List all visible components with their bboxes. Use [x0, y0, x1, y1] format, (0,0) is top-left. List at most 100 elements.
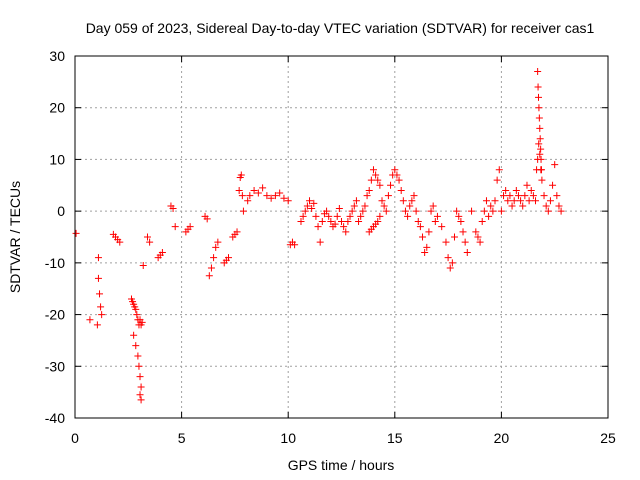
y-tick-label: -10	[45, 255, 65, 271]
data-point	[238, 192, 246, 200]
data-point	[387, 181, 395, 189]
data-point	[139, 261, 147, 269]
data-point	[306, 197, 314, 205]
data-point	[137, 383, 145, 391]
data-point	[376, 212, 384, 220]
y-tick-label: -20	[45, 307, 65, 323]
data-point	[284, 197, 292, 205]
data-point	[335, 205, 343, 213]
data-point	[453, 207, 461, 215]
data-point	[384, 192, 392, 200]
data-point	[382, 207, 390, 215]
data-point	[325, 212, 333, 220]
data-point	[205, 272, 213, 280]
data-point	[359, 207, 367, 215]
x-tick-label: 0	[71, 430, 79, 446]
data-point	[450, 233, 458, 241]
data-point	[237, 171, 245, 179]
data-point	[472, 228, 480, 236]
data-point	[299, 212, 307, 220]
data-point	[116, 238, 124, 246]
data-point	[146, 238, 154, 246]
data-point	[536, 150, 544, 158]
data-point	[72, 229, 80, 237]
data-point	[297, 217, 305, 225]
data-point	[519, 202, 527, 210]
data-point	[463, 249, 471, 257]
data-point	[301, 207, 309, 215]
data-point	[532, 197, 540, 205]
data-point	[355, 217, 363, 225]
data-point	[514, 192, 522, 200]
data-point	[459, 228, 467, 236]
data-point	[250, 186, 258, 194]
data-point	[535, 140, 543, 148]
data-point	[323, 207, 331, 215]
data-point	[523, 181, 531, 189]
data-point	[346, 212, 354, 220]
data-point	[314, 223, 322, 231]
data-point	[527, 186, 535, 194]
data-point	[476, 238, 484, 246]
data-point	[86, 316, 94, 324]
data-point	[254, 189, 262, 197]
data-point	[438, 223, 446, 231]
data-point	[348, 207, 356, 215]
data-point	[546, 197, 554, 205]
data-point	[367, 176, 375, 184]
data-point	[342, 228, 350, 236]
data-point	[521, 192, 529, 200]
data-point	[350, 202, 358, 210]
data-point	[551, 161, 559, 169]
data-point	[136, 373, 144, 381]
data-point	[419, 233, 427, 241]
data-point	[132, 342, 140, 350]
data-point	[425, 228, 433, 236]
data-point	[506, 192, 514, 200]
data-point	[446, 264, 454, 272]
data-point	[489, 207, 497, 215]
data-point	[504, 197, 512, 205]
data-point	[468, 207, 476, 215]
data-point	[263, 192, 271, 200]
y-tick-label: 20	[49, 100, 65, 116]
data-point	[138, 318, 146, 326]
data-point	[393, 171, 401, 179]
x-tick-label: 10	[280, 430, 296, 446]
data-point	[380, 202, 388, 210]
x-tick-label: 5	[178, 430, 186, 446]
data-point	[291, 241, 299, 249]
x-tick-labels: 0 5 10 15 20 25	[71, 430, 616, 446]
data-point	[357, 212, 365, 220]
x-tick-label: 20	[494, 430, 510, 446]
data-point	[225, 254, 233, 262]
plot-frame	[74, 55, 609, 419]
data-point	[502, 186, 510, 194]
data-point	[374, 176, 382, 184]
data-point	[474, 233, 482, 241]
data-point	[158, 249, 166, 257]
data-point	[374, 217, 382, 225]
data-point	[512, 186, 520, 194]
data-point	[535, 114, 543, 122]
data-point	[534, 68, 542, 76]
data-point	[487, 202, 495, 210]
data-point	[412, 207, 420, 215]
data-point	[529, 192, 537, 200]
data-point	[455, 212, 463, 220]
data-point	[203, 215, 211, 223]
data-point	[235, 186, 243, 194]
y-tick-labels: -40 -30 -20 -10 0 10 20 30	[45, 48, 65, 426]
data-point	[444, 254, 452, 262]
data-point	[442, 238, 450, 246]
data-point	[421, 249, 429, 257]
data-point	[493, 176, 501, 184]
data-point	[143, 233, 151, 241]
data-point	[132, 305, 140, 313]
data-point	[480, 207, 488, 215]
data-point	[340, 223, 348, 231]
data-point	[214, 238, 222, 246]
data-point	[497, 207, 505, 215]
data-point	[538, 176, 546, 184]
data-point	[316, 238, 324, 246]
